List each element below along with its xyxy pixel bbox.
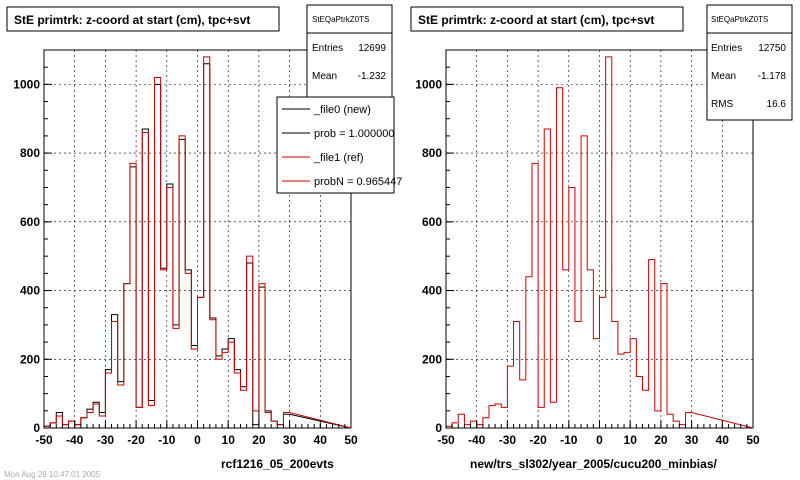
legend-entry-file1: _file1 (ref): [313, 152, 364, 164]
left-y-tick-label: 600: [20, 215, 40, 229]
right-stats-mean-label: Mean: [711, 71, 736, 82]
right-stats-mean-value: -1.178: [758, 71, 787, 82]
right-stats-rms-label: RMS: [711, 99, 734, 110]
left-x-ticks: -50 -40 -30 -20 -10 0 10 20 30 40 50: [35, 420, 358, 447]
right-y-tick-label: 800: [422, 146, 442, 160]
legend: _file0 (new) prob = 1.000000 _file1 (ref…: [276, 96, 402, 194]
right-x-label: new/trs_sl302/year_2005/cucu200_minbias/: [470, 457, 717, 471]
left-stats-title: StEQaPtrkZ0TS: [312, 15, 369, 24]
right-x-tick-label: -20: [529, 433, 547, 447]
left-x-tick-label: 50: [344, 433, 358, 447]
right-series: [445, 56, 754, 429]
left-y-tick-label: 0: [33, 421, 40, 435]
right-x-tick-label: 30: [685, 433, 699, 447]
legend-box: [276, 96, 395, 194]
right-y-tick-label: 600: [422, 215, 442, 229]
right-stats-rms-value: 16.6: [767, 99, 787, 110]
right-x-tick-label: -50: [437, 433, 455, 447]
left-y-tick-label: 200: [20, 352, 40, 366]
left-panel: StE primtrk: z-coord at start (cm), tpc+…: [6, 4, 402, 471]
right-stats-box: [706, 4, 793, 121]
left-title: StE primtrk: z-coord at start (cm), tpc+…: [14, 13, 250, 27]
left-x-tick-label: 40: [314, 433, 328, 447]
right-stats-entries-label: Entries: [711, 43, 742, 54]
right-x-tick-label: -40: [468, 433, 486, 447]
right-x-tick-label: 20: [654, 433, 668, 447]
right-y-ticks: 0 200 400 600 800 1000: [415, 49, 454, 435]
right-x-tick-label: 50: [746, 433, 760, 447]
right-series-0: [445, 56, 754, 429]
left-x-tick-label: 0: [194, 433, 201, 447]
left-stats-mean-value: -1.232: [358, 71, 387, 82]
left-x-tick-label: -20: [127, 433, 145, 447]
right-panel: StE primtrk: z-coord at start (cm), tpc+…: [410, 4, 793, 471]
right-x-ticks: -50 -40 -30 -20 -10 0 10 20 30 40 50: [437, 420, 760, 447]
left-x-tick-label: -50: [35, 433, 53, 447]
right-x-tick-label: 40: [716, 433, 730, 447]
legend-entry-file0: _file0 (new): [313, 104, 371, 116]
right-y-tick-label: 1000: [415, 77, 442, 91]
left-grid: [44, 50, 351, 428]
left-x-tick-label: 20: [252, 433, 266, 447]
left-x-tick-label: 10: [222, 433, 236, 447]
left-series-1: [43, 56, 352, 429]
right-y-tick-label: 0: [435, 421, 442, 435]
left-x-tick-label: -30: [97, 433, 115, 447]
left-y-tick-label: 400: [20, 284, 40, 298]
left-title-box: [6, 6, 280, 32]
legend-entry-prob: prob = 1.000000: [314, 128, 394, 140]
right-x-tick-label: -10: [560, 433, 578, 447]
right-x-tick-label: 10: [624, 433, 638, 447]
left-x-label: rcf1216_05_200evts: [221, 457, 334, 471]
left-x-tick-label: 30: [283, 433, 297, 447]
left-stats-entries-label: Entries: [312, 43, 343, 54]
left-x-tick-label: -40: [66, 433, 84, 447]
left-stats-entries-value: 12699: [358, 43, 386, 54]
right-stats-title: StEQaPtrkZ0TS: [711, 15, 768, 24]
right-y-tick-label: 200: [422, 352, 442, 366]
left-series: [43, 56, 352, 429]
left-x-tick-label: -10: [158, 433, 176, 447]
left-y-tick-label: 1000: [13, 77, 40, 91]
right-y-tick-label: 400: [422, 284, 442, 298]
left-stats-mean-label: Mean: [312, 71, 337, 82]
legend-entry-probn: probN = 0.965447: [314, 176, 402, 188]
right-title: StE primtrk: z-coord at start (cm), tpc+…: [418, 13, 654, 27]
left-y-tick-label: 800: [20, 146, 40, 160]
right-x-tick-label: -30: [499, 433, 517, 447]
right-x-tick-label: 0: [596, 433, 603, 447]
right-stats-entries-value: 12750: [758, 43, 786, 54]
right-title-box: [410, 6, 684, 32]
timestamp-stamp: Mon Aug 29 10:47:01 2005: [4, 470, 101, 479]
left-y-ticks: 0 200 400 600 800 1000: [13, 49, 52, 435]
